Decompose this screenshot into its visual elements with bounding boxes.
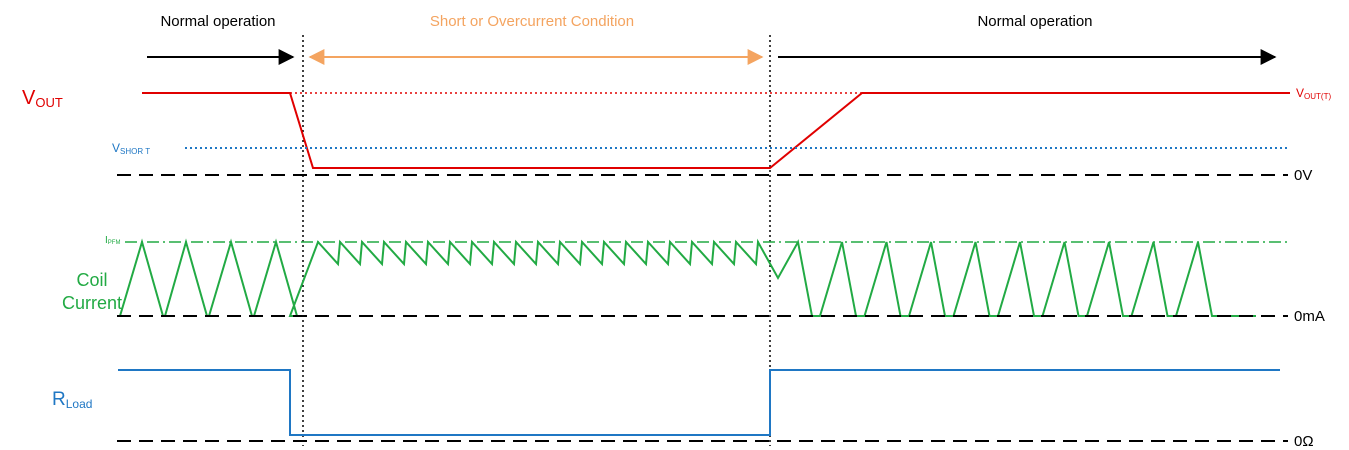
phase-label: Normal operation bbox=[160, 13, 275, 30]
label-base: V bbox=[22, 87, 36, 109]
phase-label: Short or Overcurrent Condition bbox=[430, 13, 634, 30]
signal-label: VOUT bbox=[22, 87, 63, 110]
signal-label: Coil bbox=[76, 270, 107, 290]
vout-trace bbox=[142, 92, 1290, 169]
signal-label: RLoad bbox=[52, 389, 92, 411]
label-base: I bbox=[105, 235, 108, 246]
label-base: R bbox=[52, 389, 66, 410]
phase-label: Normal operation bbox=[977, 13, 1092, 30]
label-sub: OUT(T) bbox=[1304, 92, 1331, 101]
rload-trace bbox=[118, 369, 1280, 436]
zero-label: 0V bbox=[1294, 167, 1312, 184]
label-sub: SHOR T bbox=[120, 147, 150, 156]
label-base: V bbox=[112, 141, 120, 155]
signal-label: IPFM bbox=[105, 235, 120, 246]
signal-label: VOUT(T) bbox=[1296, 86, 1331, 101]
signal-label: VSHOR T bbox=[112, 141, 150, 156]
signal-label: Current bbox=[62, 293, 122, 313]
label-sub: Load bbox=[66, 397, 93, 411]
label-base: V bbox=[1296, 86, 1304, 100]
zero-label: 0mA bbox=[1294, 308, 1325, 325]
label-sub: OUT bbox=[35, 95, 63, 110]
zero-label: 0Ω bbox=[1294, 433, 1314, 450]
label-sub: PFM bbox=[108, 240, 121, 246]
coil-current-trace bbox=[119, 238, 1256, 317]
